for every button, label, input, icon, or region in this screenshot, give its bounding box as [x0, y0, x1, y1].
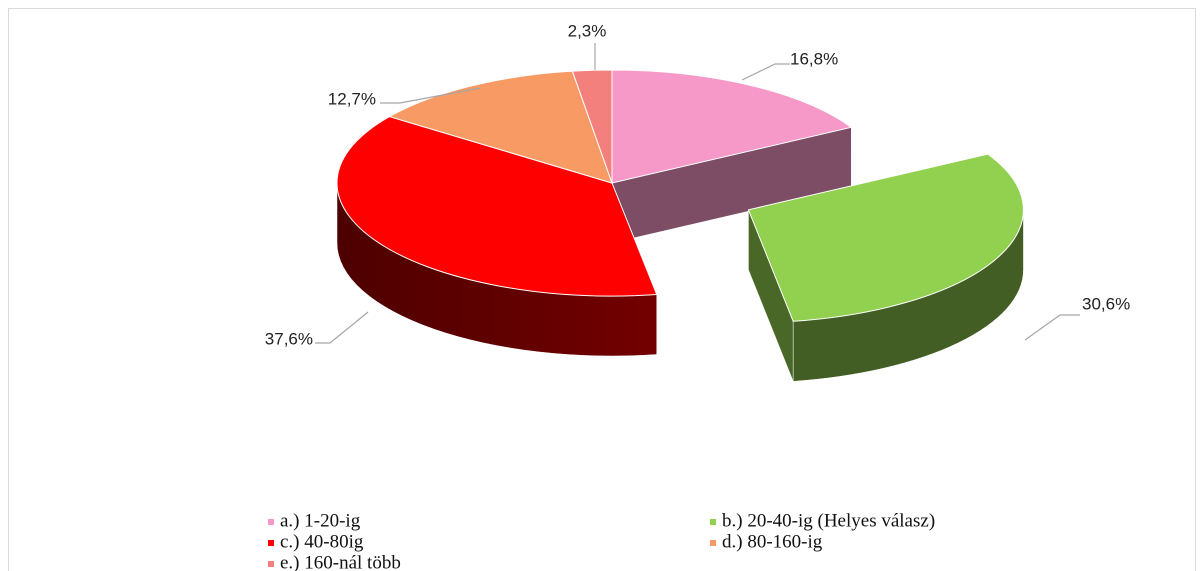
legend-swatch — [268, 540, 274, 546]
legend-swatch — [710, 519, 716, 525]
legend-label: b.) 20-40-ig (Helyes válasz) — [722, 510, 935, 531]
leader-line — [315, 311, 369, 344]
data-label: 30,6% — [1082, 294, 1130, 313]
slice — [388, 70, 613, 184]
legend-swatch — [268, 519, 274, 525]
leader-line — [380, 87, 481, 104]
slice — [611, 69, 853, 184]
legend-label: d.) 80-160-ig — [722, 531, 823, 552]
legend-label: c.) 40-80ig — [280, 531, 364, 552]
data-label: 2,3% — [568, 21, 607, 40]
slice — [336, 116, 658, 297]
data-label: 16,8% — [790, 49, 838, 68]
slice — [747, 153, 1024, 322]
leader-line — [1024, 314, 1080, 341]
data-label: 37,6% — [265, 329, 313, 348]
chart-frame — [8, 8, 1196, 571]
legend-swatch — [710, 540, 716, 546]
slice — [571, 69, 613, 184]
legend-label: a.) 1-20-ig — [280, 510, 361, 531]
leader-line — [741, 63, 790, 81]
legend-swatch — [268, 561, 274, 567]
legend-label: e.) 160-nál több — [280, 552, 401, 571]
data-label: 12,7% — [328, 89, 376, 108]
